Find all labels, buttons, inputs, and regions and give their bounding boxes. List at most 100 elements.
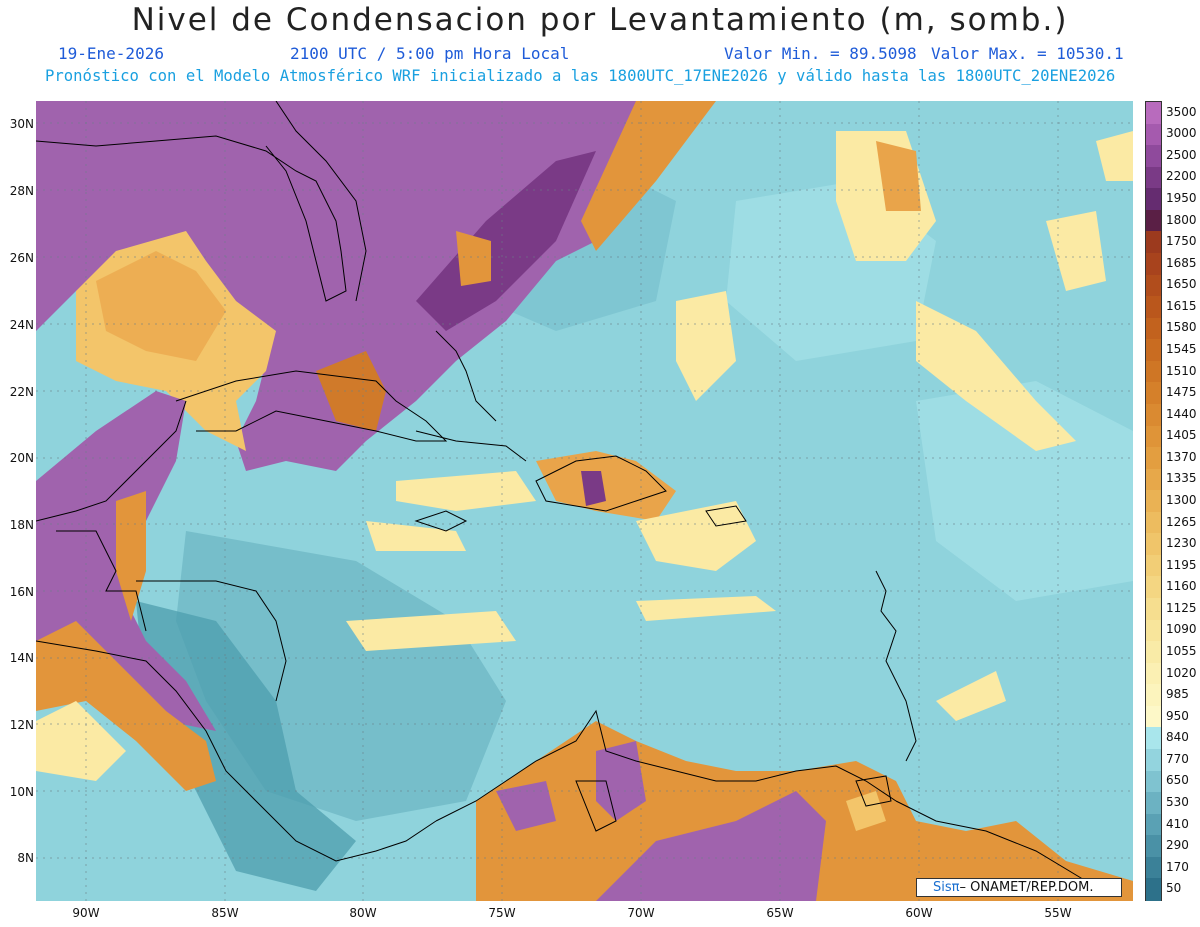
colorbar-segment <box>1146 770 1161 793</box>
colorbar-label: 650 <box>1166 773 1189 788</box>
lon-label: 55W <box>1044 906 1072 920</box>
colorbar-label: 1160 <box>1166 579 1197 594</box>
colorbar-segment <box>1146 511 1161 534</box>
colorbar-label: 1055 <box>1166 643 1197 658</box>
colorbar-label: 1090 <box>1166 622 1197 637</box>
lon-label: 90W <box>72 906 100 920</box>
colorbar-segment <box>1146 317 1161 340</box>
colorbar-label: 1615 <box>1166 298 1197 313</box>
teal-region <box>136 601 356 891</box>
colorbar-segment <box>1146 835 1161 858</box>
max-value-label: Valor Max. = 10530.1 <box>931 44 1124 63</box>
lon-label: 65W <box>766 906 794 920</box>
yellow-region <box>366 521 466 551</box>
colorbar-segment <box>1146 490 1161 513</box>
lat-label: 20N <box>9 451 34 465</box>
colorbar-segment <box>1146 468 1161 491</box>
colorbar-segment <box>1146 813 1161 836</box>
yellow-region <box>636 596 776 621</box>
colorbar-label: 1750 <box>1166 234 1197 249</box>
yellow-region <box>36 701 126 781</box>
colorbar-label: 2200 <box>1166 169 1197 184</box>
yellow-region <box>1046 211 1106 291</box>
colorbar-label: 290 <box>1166 838 1189 853</box>
colorbar-segment <box>1146 209 1161 232</box>
colorbar-segment <box>1146 188 1161 211</box>
colorbar-segment <box>1146 252 1161 276</box>
colorbar-label: 2500 <box>1166 147 1197 162</box>
colorbar-segment <box>1146 684 1161 707</box>
lon-label: 75W <box>488 906 516 920</box>
colorbar-label: 1335 <box>1166 471 1197 486</box>
lat-label: 8N <box>17 851 34 865</box>
colorbar-label: 1950 <box>1166 191 1197 206</box>
orange-region <box>846 791 886 831</box>
colorbar-label: 1685 <box>1166 255 1197 270</box>
colorbar-label: 1230 <box>1166 536 1197 551</box>
colorbar-segment <box>1146 360 1161 383</box>
forecast-label: Pronóstico con el Modelo Atmosférico WRF… <box>45 67 1116 85</box>
colorbar-segment <box>1146 296 1161 319</box>
purple-region <box>496 781 556 831</box>
colorbar-segment <box>1146 425 1161 448</box>
colorbar-segment <box>1146 403 1161 427</box>
colorbar-label: 1510 <box>1166 363 1197 378</box>
pi-icon: π <box>951 880 960 895</box>
colorbar-label: 1265 <box>1166 514 1197 529</box>
colorbar-label: 1650 <box>1166 277 1197 292</box>
lat-label: 12N <box>9 718 34 732</box>
lat-label: 24N <box>9 318 34 332</box>
colorbar-label: 770 <box>1166 751 1189 766</box>
orange-region <box>96 251 226 361</box>
colorbar-label: 1800 <box>1166 212 1197 227</box>
colorbar-segment <box>1146 576 1161 599</box>
colorbar-segment <box>1146 878 1161 901</box>
lat-label: 16N <box>9 585 34 599</box>
grid-lines <box>36 101 1133 901</box>
colorbar-segment <box>1146 447 1161 470</box>
yellow-region <box>936 671 1006 721</box>
orange-region <box>116 491 146 621</box>
colorbar-label: 1020 <box>1166 665 1197 680</box>
colorbar-label: 1545 <box>1166 342 1197 357</box>
colorbar-segment <box>1146 662 1161 685</box>
colorbar-segment <box>1146 145 1161 168</box>
colorbar-label: 1440 <box>1166 406 1197 421</box>
credit-brand: Sis <box>933 880 952 895</box>
colorbar-segment <box>1146 382 1161 405</box>
light-region <box>916 381 1133 601</box>
colorbar-segment <box>1146 102 1161 125</box>
colorbar-segment <box>1146 856 1161 880</box>
colorbar-segment <box>1146 166 1161 189</box>
colorbar-label: 840 <box>1166 730 1189 745</box>
lat-label: 18N <box>9 518 34 532</box>
credit-box: Sisπ– ONAMET/REP.DOM. <box>916 878 1122 897</box>
yellow-region <box>396 471 536 511</box>
colorbar-label: 3500 <box>1166 104 1197 119</box>
map-svg <box>36 101 1133 901</box>
lat-label: 26N <box>9 251 34 265</box>
lon-label: 85W <box>211 906 239 920</box>
purple-region <box>596 791 826 901</box>
colorbar-segment <box>1146 705 1161 729</box>
colorbar-label: 530 <box>1166 794 1189 809</box>
colorbar-label: 1475 <box>1166 385 1197 400</box>
colorbar-segment <box>1146 727 1161 750</box>
colorbar-label: 410 <box>1166 816 1189 831</box>
colorbar-segment <box>1146 598 1161 621</box>
colorbar-label: 3000 <box>1166 126 1197 141</box>
colorbar-segment <box>1146 619 1161 642</box>
colorbar-label: 170 <box>1166 859 1189 874</box>
colorbar-segment <box>1146 231 1161 254</box>
purple-dark-region <box>581 471 606 506</box>
lat-label: 28N <box>9 184 34 198</box>
lat-label: 14N <box>9 651 34 665</box>
yellow-region <box>916 301 1076 451</box>
colorbar <box>1145 101 1162 901</box>
colorbar-segment <box>1146 274 1161 297</box>
colorbar-label: 1125 <box>1166 600 1197 615</box>
coastlines <box>36 101 1087 882</box>
colorbar-segment <box>1146 554 1161 578</box>
lon-label: 70W <box>627 906 655 920</box>
time-label: 2100 UTC / 5:00 pm Hora Local <box>290 44 570 63</box>
